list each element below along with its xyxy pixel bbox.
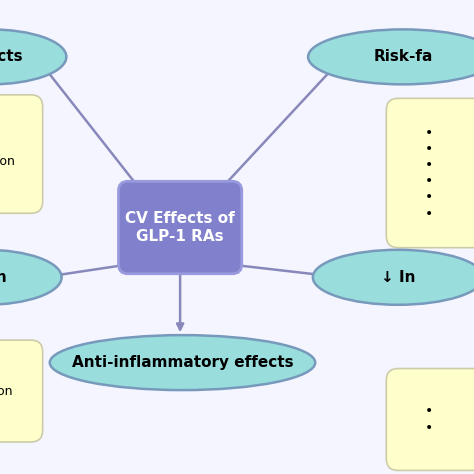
Ellipse shape xyxy=(0,250,62,305)
Text: effects: effects xyxy=(0,49,23,64)
Ellipse shape xyxy=(0,29,66,84)
Text: • lilation: • lilation xyxy=(0,384,12,398)
Text: Anti-inflammatory effects: Anti-inflammatory effects xyxy=(72,355,293,370)
Text: ↓ In: ↓ In xyxy=(381,270,415,285)
FancyBboxPatch shape xyxy=(118,182,242,274)
Text: •
•: • • xyxy=(425,404,433,435)
Text: •
•
•
•
•
•: • • • • • • xyxy=(425,126,433,220)
Ellipse shape xyxy=(313,250,474,305)
FancyBboxPatch shape xyxy=(0,95,43,213)
FancyBboxPatch shape xyxy=(0,340,43,442)
Text: CV Effects of
GLP-1 RAs: CV Effects of GLP-1 RAs xyxy=(125,211,235,244)
Text: • th
• eration: • th • eration xyxy=(0,140,15,168)
FancyBboxPatch shape xyxy=(386,99,474,248)
Text: ction: ction xyxy=(0,270,7,285)
Text: Risk-fa: Risk-fa xyxy=(373,49,433,64)
Ellipse shape xyxy=(50,335,315,390)
FancyBboxPatch shape xyxy=(386,369,474,470)
Ellipse shape xyxy=(308,29,474,84)
